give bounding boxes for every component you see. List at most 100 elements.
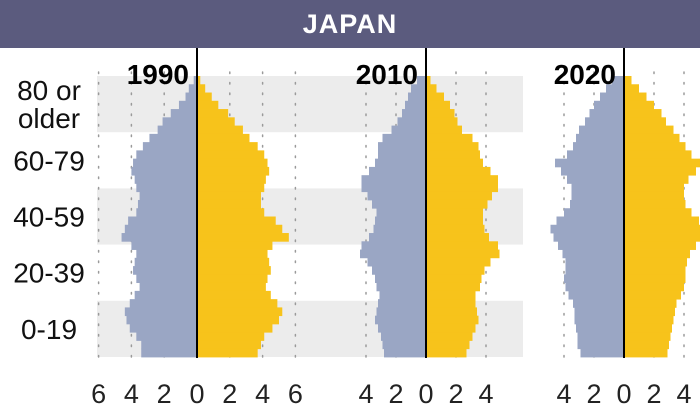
right-bar — [624, 299, 677, 308]
right-bar — [197, 166, 270, 176]
right-bar — [426, 109, 455, 118]
right-bar — [426, 84, 437, 93]
right-bar — [426, 340, 470, 350]
left-bar — [139, 282, 197, 292]
right-bar — [197, 224, 283, 234]
right-bar — [197, 109, 229, 118]
left-bar — [417, 76, 426, 85]
right-bar — [426, 257, 491, 267]
left-bar — [405, 100, 426, 110]
tick-label: 2 — [586, 379, 601, 409]
right-bar — [624, 348, 668, 358]
left-bar — [576, 323, 624, 333]
left-bar — [372, 199, 426, 209]
right-bar — [426, 100, 450, 110]
left-bar — [573, 299, 624, 308]
tick-label: 4 — [124, 379, 139, 409]
left-bar — [131, 166, 197, 176]
left-bar — [133, 266, 197, 275]
left-bar — [411, 84, 426, 93]
left-bar — [378, 150, 426, 160]
left-bar — [567, 150, 624, 160]
right-bar — [197, 208, 265, 217]
right-bar — [197, 274, 268, 284]
left-bar — [137, 199, 197, 209]
right-bar — [197, 92, 212, 102]
right-bar — [197, 76, 201, 85]
left-bar — [136, 183, 197, 193]
right-bar — [624, 249, 690, 259]
left-bar — [375, 216, 426, 226]
right-bar — [426, 299, 476, 308]
left-bar — [376, 208, 426, 217]
right-bar — [197, 290, 271, 300]
left-bar — [361, 175, 426, 184]
right-bar — [624, 183, 684, 193]
left-bar — [141, 348, 197, 358]
left-bar — [129, 323, 197, 333]
right-bar — [197, 133, 250, 143]
right-bar — [426, 241, 498, 250]
left-bar — [391, 125, 426, 135]
right-bar — [624, 76, 632, 85]
left-bar — [367, 191, 426, 201]
right-bar — [426, 290, 476, 300]
left-bar — [561, 166, 624, 176]
right-bar — [624, 84, 639, 93]
left-bar — [134, 290, 197, 300]
right-bar — [624, 142, 686, 151]
left-bar — [397, 117, 426, 126]
left-bar — [142, 142, 197, 151]
left-bar — [565, 282, 624, 292]
right-bar — [426, 266, 485, 275]
right-bar — [426, 191, 492, 201]
right-bar — [624, 158, 700, 168]
right-bar — [624, 257, 687, 267]
right-bar — [624, 282, 684, 292]
right-bar — [624, 150, 692, 160]
right-bar — [197, 307, 283, 317]
left-bar — [133, 158, 197, 168]
right-bar — [197, 266, 271, 275]
left-bar — [574, 315, 624, 325]
age-group-label: older — [18, 103, 80, 134]
age-group-label: 60-79 — [13, 145, 85, 176]
right-bar — [624, 117, 666, 126]
right-bar — [426, 332, 473, 341]
right-bar — [197, 125, 243, 135]
right-bar — [426, 142, 479, 151]
left-bar — [121, 233, 197, 242]
left-bar — [562, 249, 624, 259]
right-bar — [624, 241, 696, 250]
right-bar — [624, 266, 686, 275]
left-bar — [568, 290, 624, 300]
tick-label: 0 — [616, 379, 631, 409]
left-bar — [134, 175, 197, 184]
left-bar — [571, 191, 624, 201]
left-bar — [136, 332, 197, 341]
left-bar — [570, 199, 624, 209]
age-group-label: 40-59 — [13, 202, 85, 233]
tick-label: 2 — [388, 379, 403, 409]
right-bar — [426, 76, 431, 85]
left-bar — [193, 76, 197, 85]
year-label: 2010 — [356, 59, 418, 90]
tick-label: 4 — [676, 379, 691, 409]
right-bar — [624, 224, 700, 234]
right-bar — [426, 315, 479, 325]
tick-label: 2 — [157, 379, 172, 409]
left-bar — [402, 109, 426, 118]
right-bar — [197, 348, 258, 358]
right-bar — [197, 158, 268, 168]
tick-label: 4 — [255, 379, 270, 409]
left-bar — [376, 282, 426, 292]
left-bar — [378, 323, 426, 333]
left-bar — [372, 266, 426, 275]
right-bar — [426, 307, 477, 317]
tick-label: 2 — [222, 379, 237, 409]
right-bar — [197, 299, 278, 308]
left-bar — [577, 340, 624, 350]
left-bar — [136, 274, 197, 284]
right-bar — [426, 323, 476, 333]
right-bar — [426, 199, 488, 209]
